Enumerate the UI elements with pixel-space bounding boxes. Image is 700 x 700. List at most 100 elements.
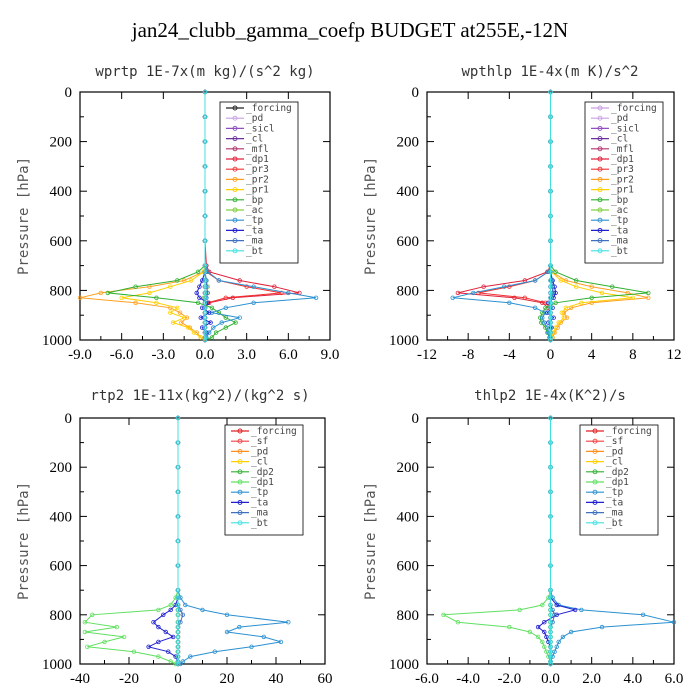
legend-marker bbox=[597, 125, 603, 131]
legend: _forcing_sf_pd_cl_dp2_dp1_tp_ta_ma_bt bbox=[224, 424, 304, 536]
data-point bbox=[548, 563, 553, 568]
data-point bbox=[548, 325, 553, 330]
y-tick-label: 800 bbox=[50, 608, 73, 624]
x-tick-label: -6.0 bbox=[415, 671, 439, 687]
data-point bbox=[202, 300, 208, 305]
data-point bbox=[313, 295, 319, 300]
data-point bbox=[548, 649, 553, 654]
data-point bbox=[599, 624, 605, 630]
data-point bbox=[646, 290, 651, 296]
data-point bbox=[199, 325, 205, 330]
legend-label: _cl bbox=[246, 134, 263, 145]
data-point bbox=[507, 624, 512, 630]
legend-label: _bt bbox=[611, 246, 628, 257]
data-point bbox=[175, 415, 181, 421]
data-point bbox=[574, 284, 579, 289]
legend-label: _bp bbox=[246, 195, 263, 206]
data-point bbox=[548, 620, 553, 625]
y-axis-label: Pressure [hPa] bbox=[363, 482, 379, 600]
x-tick-label: 4 bbox=[588, 347, 596, 363]
data-point bbox=[82, 629, 88, 635]
data-point bbox=[208, 320, 213, 325]
data-point bbox=[205, 300, 210, 305]
y-tick-label: 400 bbox=[50, 184, 73, 200]
data-point bbox=[175, 514, 181, 519]
data-point bbox=[216, 310, 222, 315]
legend-marker bbox=[232, 176, 238, 182]
data-point bbox=[272, 284, 277, 289]
data-point bbox=[545, 325, 550, 330]
data-point bbox=[542, 644, 547, 649]
data-point bbox=[174, 305, 180, 310]
data-point bbox=[542, 629, 547, 635]
data-point bbox=[540, 602, 545, 608]
legend-marker bbox=[232, 136, 238, 142]
data-point bbox=[197, 284, 202, 289]
data-point bbox=[554, 644, 559, 649]
data-point bbox=[548, 538, 553, 544]
x-tick-label: -12 bbox=[417, 347, 437, 363]
data-point bbox=[279, 290, 284, 296]
data-point bbox=[173, 595, 178, 600]
data-point bbox=[551, 330, 556, 335]
x-tick-label: 6.0 bbox=[279, 347, 298, 363]
data-point bbox=[517, 607, 522, 613]
legend-label: _dp2 bbox=[606, 467, 629, 478]
y-tick-label: 1000 bbox=[42, 333, 72, 349]
data-point bbox=[173, 602, 178, 608]
legend-label: _bt bbox=[606, 518, 623, 529]
x-tick-label: -3.0 bbox=[151, 347, 175, 363]
legend-label: _tp bbox=[611, 215, 628, 226]
data-point bbox=[90, 612, 95, 617]
data-point bbox=[553, 300, 558, 305]
x-tick-label: 3.0 bbox=[237, 347, 256, 363]
legend-marker bbox=[232, 105, 238, 111]
y-axis-label: Pressure [hPa] bbox=[16, 157, 32, 275]
data-point bbox=[455, 290, 461, 296]
data-point bbox=[200, 607, 205, 613]
legend-marker bbox=[592, 428, 598, 434]
data-point bbox=[180, 612, 186, 617]
legend-marker bbox=[597, 136, 603, 142]
data-point bbox=[205, 269, 210, 274]
data-point bbox=[195, 269, 201, 274]
data-point bbox=[209, 335, 215, 340]
data-point bbox=[224, 629, 230, 635]
legend-marker bbox=[597, 217, 603, 223]
data-point bbox=[175, 489, 181, 494]
data-point bbox=[156, 654, 161, 659]
y-tick-label: 0 bbox=[412, 85, 420, 101]
data-point bbox=[179, 320, 184, 325]
data-point bbox=[579, 607, 584, 613]
panel-4: thlp2 1E-4x(K^2)/s Pressure [hPa] -6.0 -4.0… bbox=[363, 388, 683, 687]
data-point bbox=[216, 278, 222, 283]
legend-marker bbox=[597, 115, 603, 121]
legend-marker bbox=[237, 428, 243, 434]
data-point bbox=[548, 305, 553, 310]
data-point bbox=[502, 284, 507, 289]
legend-marker bbox=[597, 146, 603, 152]
data-point bbox=[553, 269, 558, 274]
data-point bbox=[556, 639, 561, 645]
data-point bbox=[161, 612, 166, 617]
data-point bbox=[170, 634, 176, 640]
data-point bbox=[146, 644, 151, 649]
data-point bbox=[544, 634, 549, 640]
data-point bbox=[548, 634, 553, 640]
data-point bbox=[548, 188, 553, 194]
data-point bbox=[223, 315, 228, 320]
y-tick-label: 1000 bbox=[42, 657, 72, 673]
data-point bbox=[175, 639, 181, 645]
data-point bbox=[119, 295, 124, 300]
data-point bbox=[543, 300, 548, 305]
x-tick-label: 0 bbox=[547, 347, 555, 363]
legend-label: _tp bbox=[251, 487, 268, 498]
y-tick-label: 0 bbox=[65, 411, 73, 427]
x-tick-label: -2.0 bbox=[497, 671, 521, 687]
data-point bbox=[237, 278, 242, 283]
data-point bbox=[191, 330, 197, 335]
data-point bbox=[154, 295, 159, 300]
data-point bbox=[156, 607, 161, 613]
legend-marker bbox=[237, 489, 243, 495]
legend-marker bbox=[592, 469, 598, 475]
